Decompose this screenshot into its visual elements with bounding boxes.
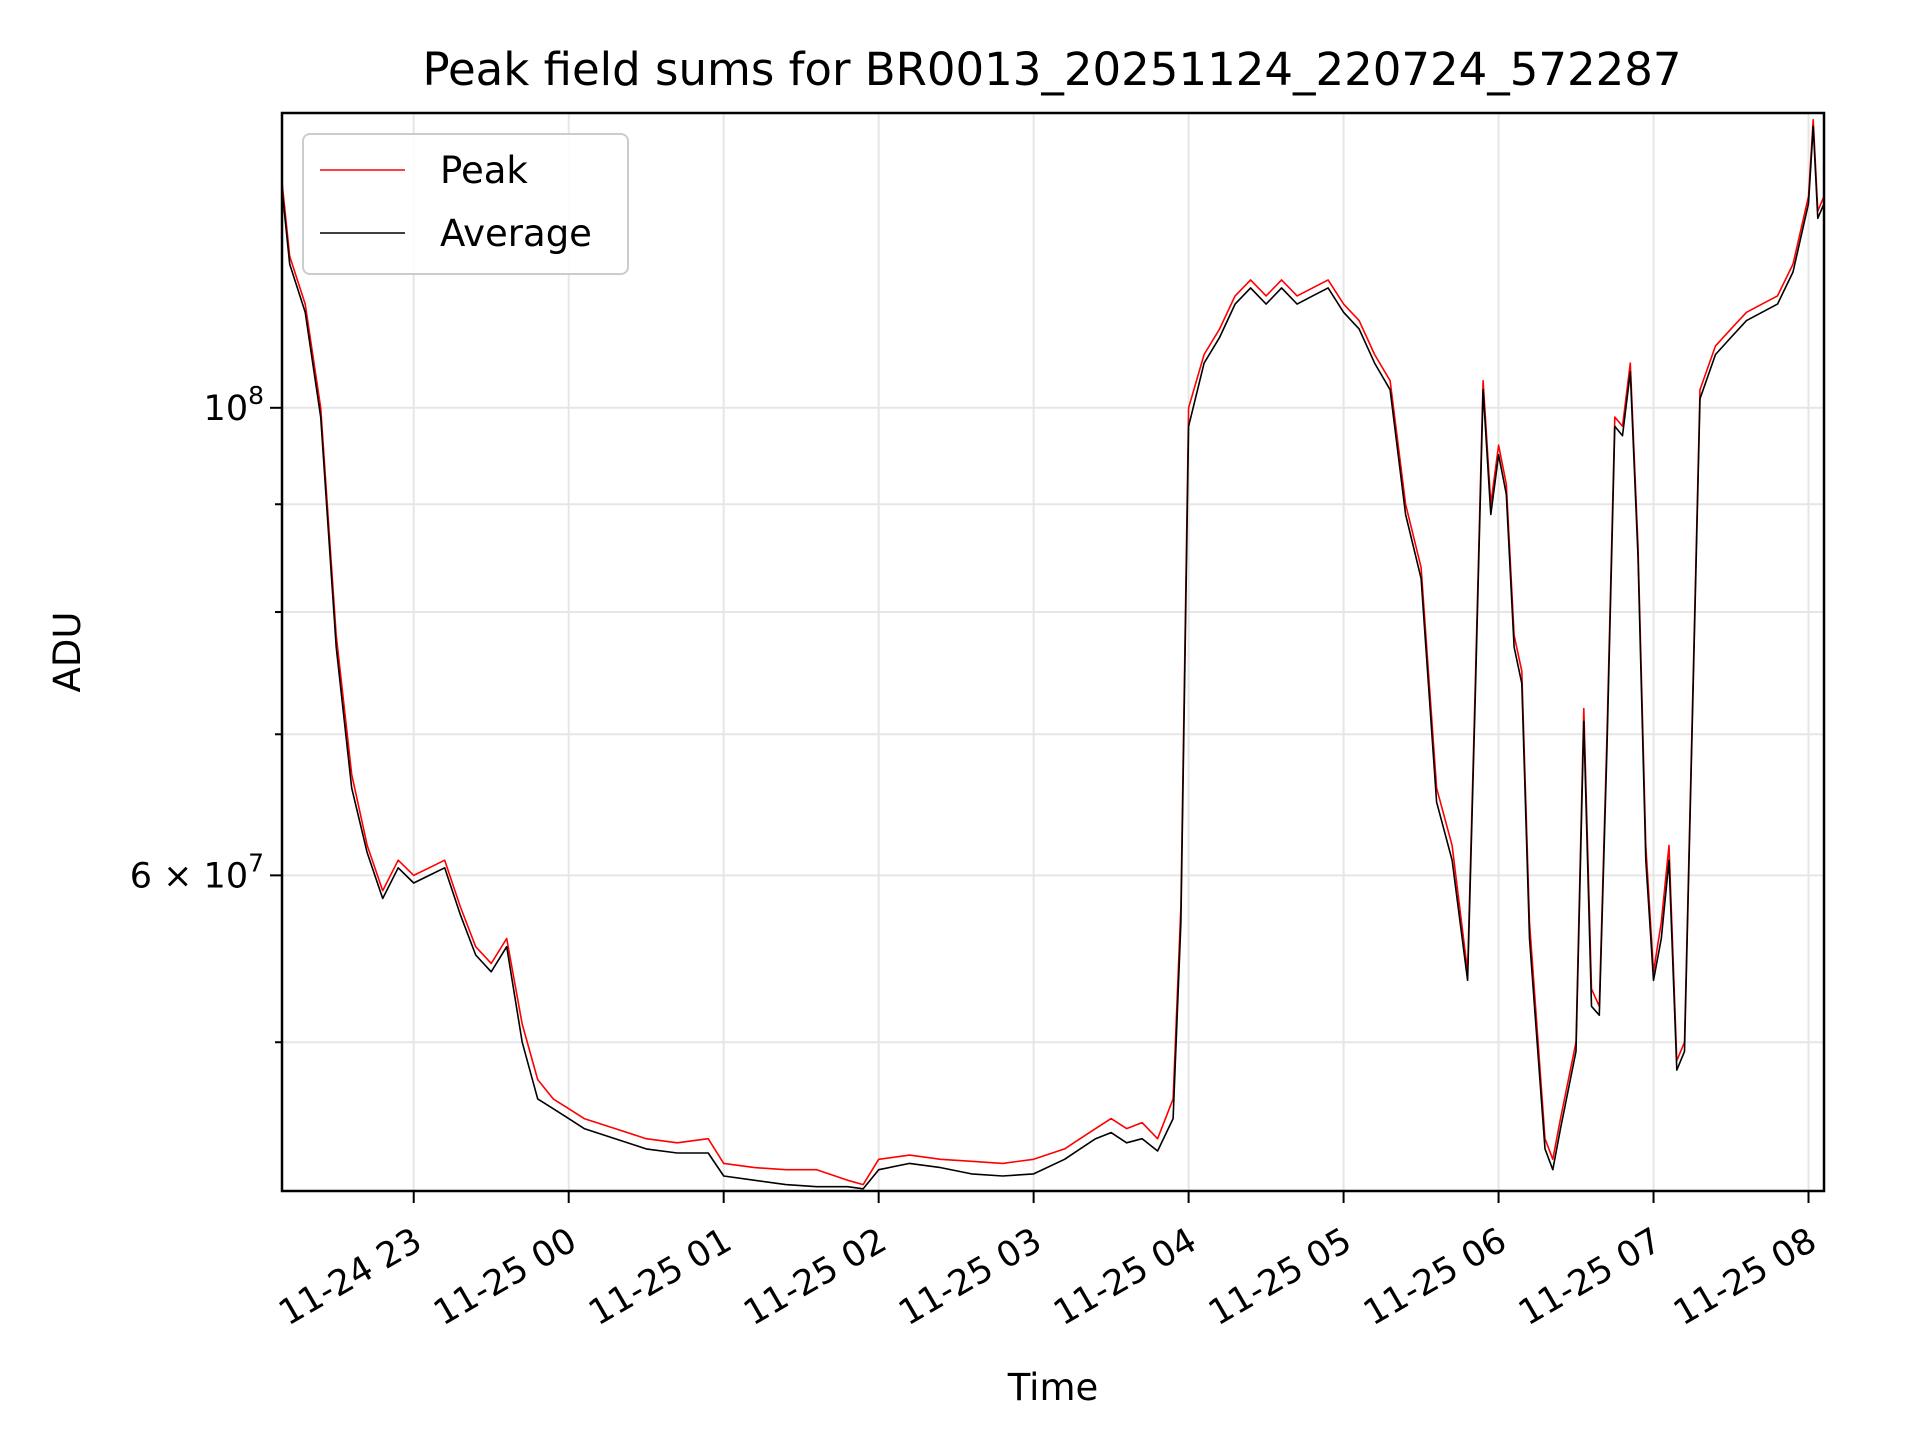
legend-label-peak: Peak — [440, 149, 528, 192]
series-line-average — [281, 125, 1825, 1190]
y-axis-title: ADU — [46, 612, 89, 693]
x-axis-title: Time — [1007, 1366, 1099, 1409]
series-lines — [281, 118, 1825, 1190]
plot-frame — [280, 111, 1826, 1193]
chart-title: Peak field sums for BR0013_20251124_2207… — [422, 43, 1681, 96]
y-tick-label: 6 × 107 — [130, 848, 264, 896]
legend-label-average: Average — [440, 212, 592, 255]
legend-box — [302, 133, 629, 275]
legend: Peak Average — [302, 133, 629, 275]
grid — [282, 113, 1824, 1191]
y-tick-label: 108 — [204, 381, 264, 429]
